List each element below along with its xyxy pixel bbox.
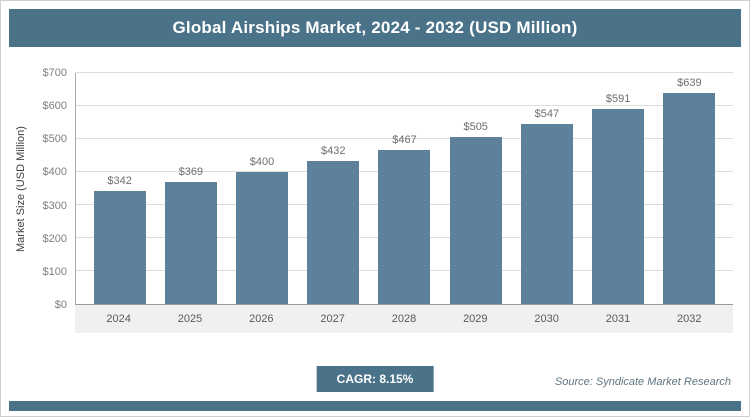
- y-tick-label: $100: [42, 265, 67, 278]
- y-tick-label: $200: [42, 232, 67, 245]
- gridline: [76, 138, 733, 139]
- x-axis-labels: 2024 2025 2026 2027 2028 2029 2030 2031 2032: [75, 305, 733, 333]
- bottom-accent-bar: [9, 401, 741, 411]
- y-axis-ticks: $0 $100 $200 $300 $400 $500 $600 $700: [29, 67, 73, 311]
- bar-group: $432: [298, 73, 369, 304]
- bar-value-label: $400: [249, 156, 275, 168]
- bar-group: $400: [226, 73, 297, 304]
- bar: [93, 191, 146, 304]
- bars-row: $342 $369 $400 $432 $467 $505 $547 $591 $639: [76, 73, 733, 304]
- bar-value-label: $591: [605, 92, 631, 105]
- x-tick-label: 2029: [463, 313, 488, 325]
- y-axis-title: Market Size (USD Million): [15, 126, 27, 252]
- chart: Market Size (USD Million) $0 $100 $200 $300…: [13, 67, 733, 333]
- bar-group: $467: [369, 73, 440, 304]
- x-tick-label: 2027: [320, 313, 345, 325]
- plot-area: $342 $369 $400 $432 $467 $505 $547 $591 $639: [75, 72, 733, 305]
- bar-value-label: $369: [178, 166, 204, 179]
- bar-value-label: $547: [534, 107, 560, 120]
- bar: [378, 149, 431, 304]
- y-tick-label: $300: [42, 199, 67, 212]
- bar-group: $639: [654, 73, 725, 304]
- bar-value-label: $505: [463, 121, 488, 134]
- y-tick-label: $700: [42, 67, 67, 79]
- bar-value-label: $342: [107, 175, 132, 188]
- x-tick-label: 2032: [677, 313, 702, 325]
- bar-group: $505: [440, 73, 511, 304]
- y-tick-label: $500: [42, 133, 67, 146]
- x-tick-label: 2030: [534, 313, 559, 325]
- bar-group: $342: [84, 73, 155, 304]
- bar-value-label: $639: [677, 77, 702, 90]
- y-tick-label: $600: [42, 100, 67, 113]
- x-tick-label: 2025: [177, 313, 203, 325]
- gridline: [76, 105, 733, 106]
- x-tick-label: 2024: [106, 313, 131, 325]
- bar: [663, 93, 716, 304]
- bar-value-label: $467: [392, 133, 417, 146]
- y-tick-label: $400: [42, 166, 67, 179]
- source-text: Source: Syndicate Market Research: [554, 376, 731, 388]
- bar-group: $369: [155, 73, 226, 304]
- bar-group: $591: [583, 73, 654, 304]
- bar: [449, 137, 502, 304]
- bar: [520, 123, 573, 304]
- bar: [236, 172, 289, 304]
- cagr-badge: CAGR: 8.15%: [316, 366, 434, 392]
- x-tick-label: 2026: [249, 313, 274, 325]
- chart-title: Global Airships Market, 2024 - 2032 (USD…: [9, 9, 741, 47]
- y-tick-label: $0: [54, 299, 67, 311]
- bar-group: $547: [511, 73, 582, 304]
- bar-value-label: $432: [321, 145, 346, 158]
- x-tick-label: 2028: [391, 313, 417, 325]
- bar: [307, 161, 360, 304]
- bar: [164, 182, 217, 304]
- bar: [592, 108, 645, 304]
- x-tick-label: 2031: [605, 313, 631, 325]
- gridline: [76, 72, 733, 73]
